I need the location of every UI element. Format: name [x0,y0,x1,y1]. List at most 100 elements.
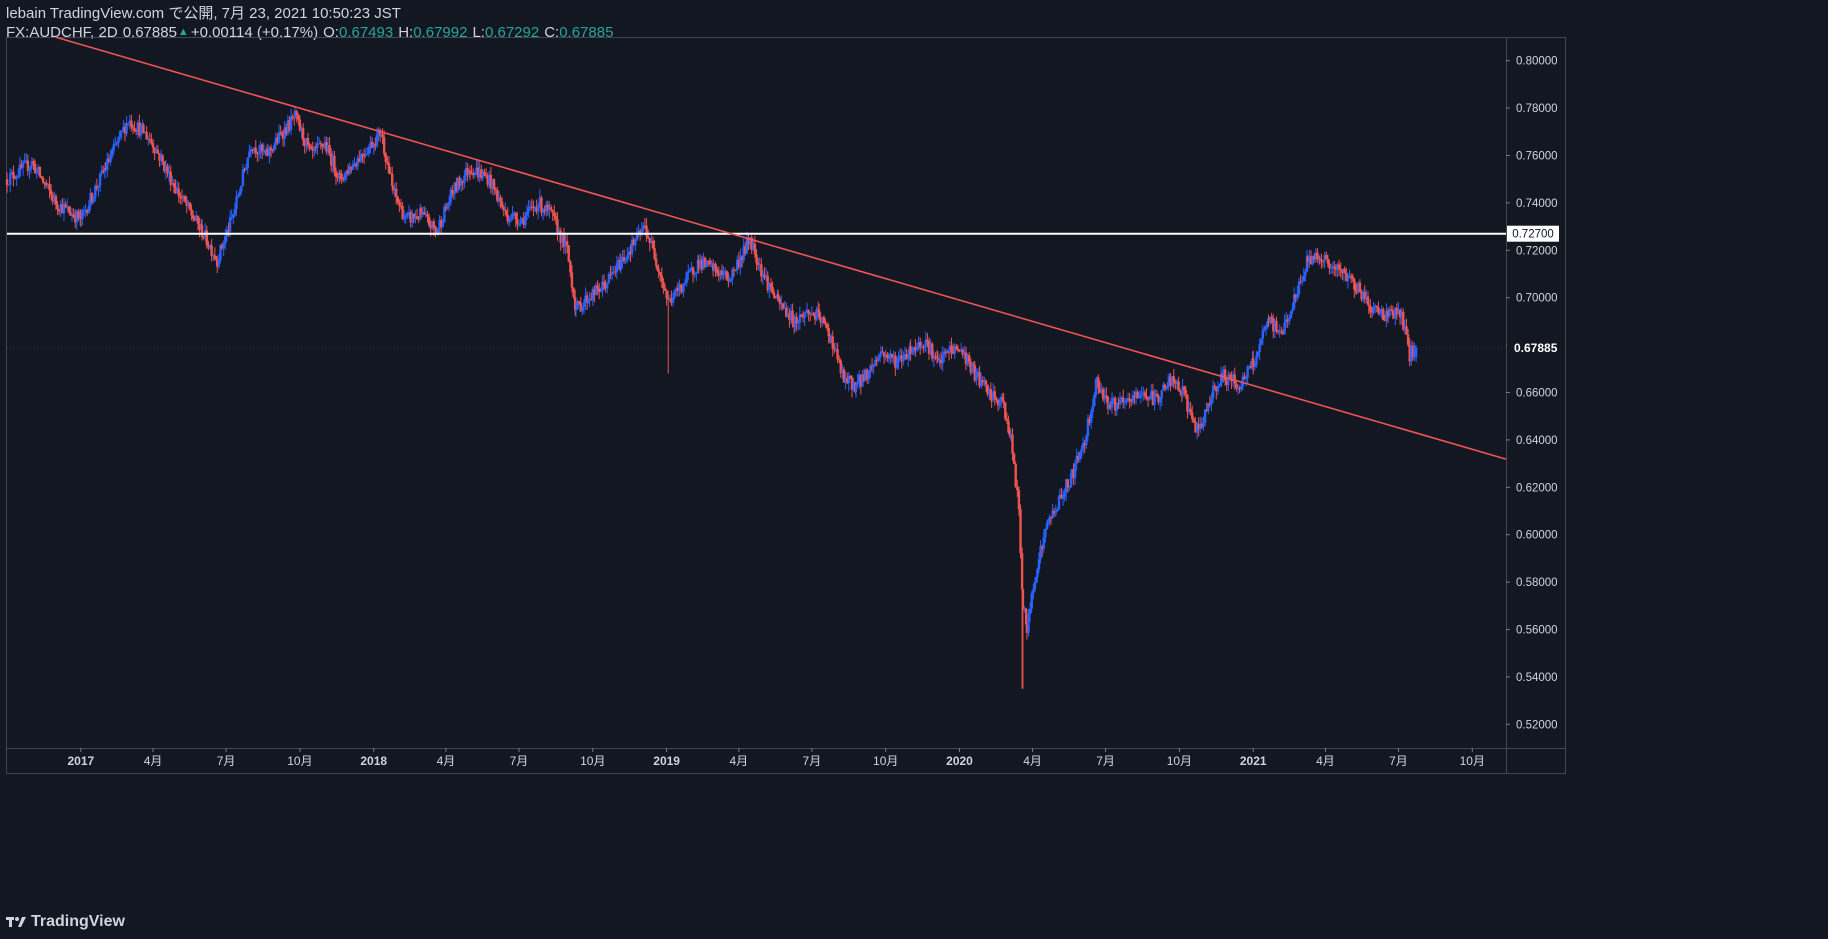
candle-up [1385,310,1388,321]
candle-down [1169,376,1172,387]
candle-up [805,310,809,312]
candle-down [1351,276,1354,280]
candle-down [1316,252,1319,260]
candle-up [264,148,268,153]
candle-down [1060,494,1063,499]
candle-up [1089,411,1093,423]
candle-down [54,196,58,205]
candle-up [1134,391,1138,398]
candle-down [502,206,505,211]
candle-up [353,163,356,165]
candle-up [317,143,321,145]
candle-down [419,208,423,215]
candle-up [257,152,261,154]
candle-up [475,167,478,172]
candle-up [591,289,594,301]
candle-down [866,369,869,380]
candle-up [581,306,584,312]
candle-down [86,210,89,214]
candle-up [1093,395,1096,406]
candle-up [1162,384,1165,391]
candle-down [1390,309,1393,311]
footer-brand: TradingView [6,913,125,931]
candle-down [1007,420,1010,433]
candle-down [663,288,667,291]
candle-up [143,131,147,134]
candle-down [468,170,472,173]
candle-down [386,161,389,164]
candle-down [572,287,575,297]
candle-down [939,359,943,364]
candle-up [821,316,824,323]
candle-up [1054,510,1058,514]
hline-price-label-bg [1507,225,1559,242]
y-tick-label: 0.58000 [1516,577,1558,589]
candle-down [354,163,358,167]
candle-up [23,161,26,163]
candle-up [62,204,66,214]
candle-up [1160,390,1163,399]
candle-down [535,207,538,212]
x-tick-label: 7月 [217,754,236,768]
chart-header: lebain TradingView.com で公開, 7月 23, 2021 … [6,4,613,42]
x-tick-label: 4月 [144,754,163,768]
candle-down [973,365,976,381]
candle-down [670,298,673,303]
candle-up [244,168,248,170]
candle-down [1353,279,1356,290]
candle-up [1199,423,1202,429]
candle-down [1382,309,1385,321]
candle-down [1088,418,1091,423]
candle-down [870,365,874,367]
candle-up [1256,351,1260,356]
candle-up [110,150,114,157]
candle-down [972,363,976,366]
candle-up [1070,469,1074,474]
candle-down [1157,396,1160,403]
candle-down [1272,318,1275,332]
trend-line[interactable] [55,36,1507,460]
candle-down [432,221,436,228]
candle-up [712,263,716,271]
candle-down [1235,383,1238,389]
candle-down [401,206,404,220]
candle-up [171,182,174,186]
candle-down [153,147,156,153]
candle-up [988,389,991,395]
candle-down [665,290,668,298]
candle-down [657,268,660,273]
candle-up [338,173,341,178]
candle-up [331,155,334,166]
candle-up [998,401,1001,406]
candle-down [707,260,710,262]
candle-up [377,129,380,135]
candle-down [1252,358,1255,368]
candle-down [213,255,217,259]
candle-down [791,310,794,324]
candle-down [931,343,934,359]
candle-up [1413,345,1416,357]
x-tick-label: 7月 [1096,754,1115,768]
candle-up [1023,608,1026,610]
candle-up [103,168,107,173]
candle-down [334,170,338,177]
candle-down [1411,345,1415,357]
candle-down [919,342,922,347]
low-label: L: [472,24,485,41]
candle-up [761,274,765,277]
candle-up [1222,369,1225,380]
candle-up [1056,508,1059,511]
candle-up [375,134,379,147]
candle-up [892,355,895,358]
candle-up [682,283,685,292]
x-tick-label: 2020 [946,754,973,768]
x-tick-label: 4月 [1023,754,1042,768]
candle-down [886,354,889,359]
candle-down [543,209,546,212]
candle-down [1133,395,1136,398]
candle-up [976,371,980,373]
candle-up [786,313,789,317]
candle-up [1110,398,1114,408]
candle-down [476,167,480,178]
